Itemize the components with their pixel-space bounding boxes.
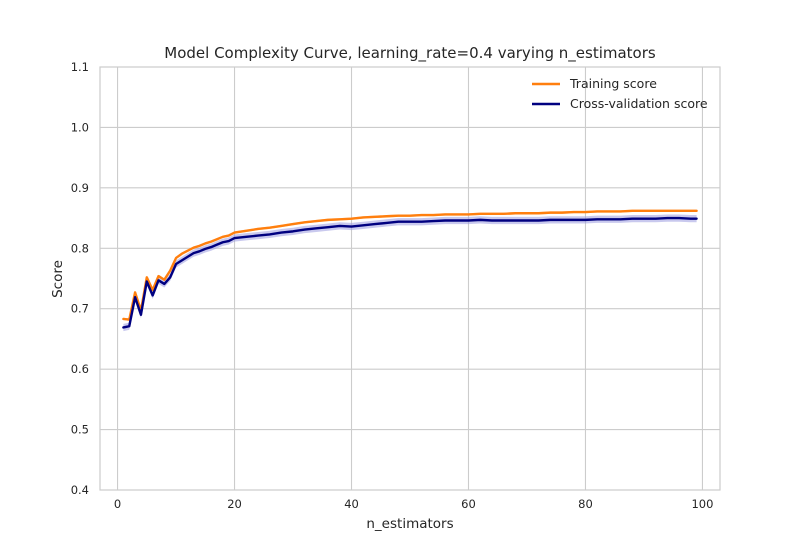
y-tick-label: 0.9 bbox=[71, 181, 89, 195]
legend: Training score Cross-validation score bbox=[532, 76, 708, 111]
plot-frame bbox=[99, 66, 721, 491]
x-tick-label: 20 bbox=[227, 497, 242, 511]
score-lines bbox=[122, 209, 698, 329]
x-tick-label: 80 bbox=[578, 497, 593, 511]
legend-label: Training score bbox=[569, 76, 657, 91]
y-tick-label: 0.8 bbox=[71, 241, 89, 255]
chart-title: Model Complexity Curve, learning_rate=0.… bbox=[164, 44, 656, 63]
y-axis-label: Score bbox=[50, 260, 66, 298]
y-tick-labels: 0.4 0.5 0.6 0.7 0.8 0.9 1.0 1.1 bbox=[71, 60, 89, 497]
series-line-1 bbox=[122, 216, 698, 329]
x-tick-label: 60 bbox=[461, 497, 476, 511]
y-tick-label: 0.7 bbox=[71, 302, 89, 316]
y-tick-label: 1.1 bbox=[71, 60, 89, 74]
x-axis-label: n_estimators bbox=[366, 516, 453, 532]
plot-area bbox=[100, 67, 720, 490]
x-tick-labels: 0 20 40 60 80 100 bbox=[114, 497, 714, 511]
series-line-0 bbox=[122, 209, 698, 321]
x-tick-label: 40 bbox=[344, 497, 359, 511]
x-tick-label: 100 bbox=[691, 497, 713, 511]
x-tick-label: 0 bbox=[114, 497, 121, 511]
y-tick-label: 1.0 bbox=[71, 120, 89, 134]
legend-label: Cross-validation score bbox=[570, 96, 708, 111]
y-tick-label: 0.5 bbox=[71, 423, 89, 437]
y-tick-label: 0.6 bbox=[71, 362, 89, 376]
y-tick-label: 0.4 bbox=[71, 483, 89, 497]
